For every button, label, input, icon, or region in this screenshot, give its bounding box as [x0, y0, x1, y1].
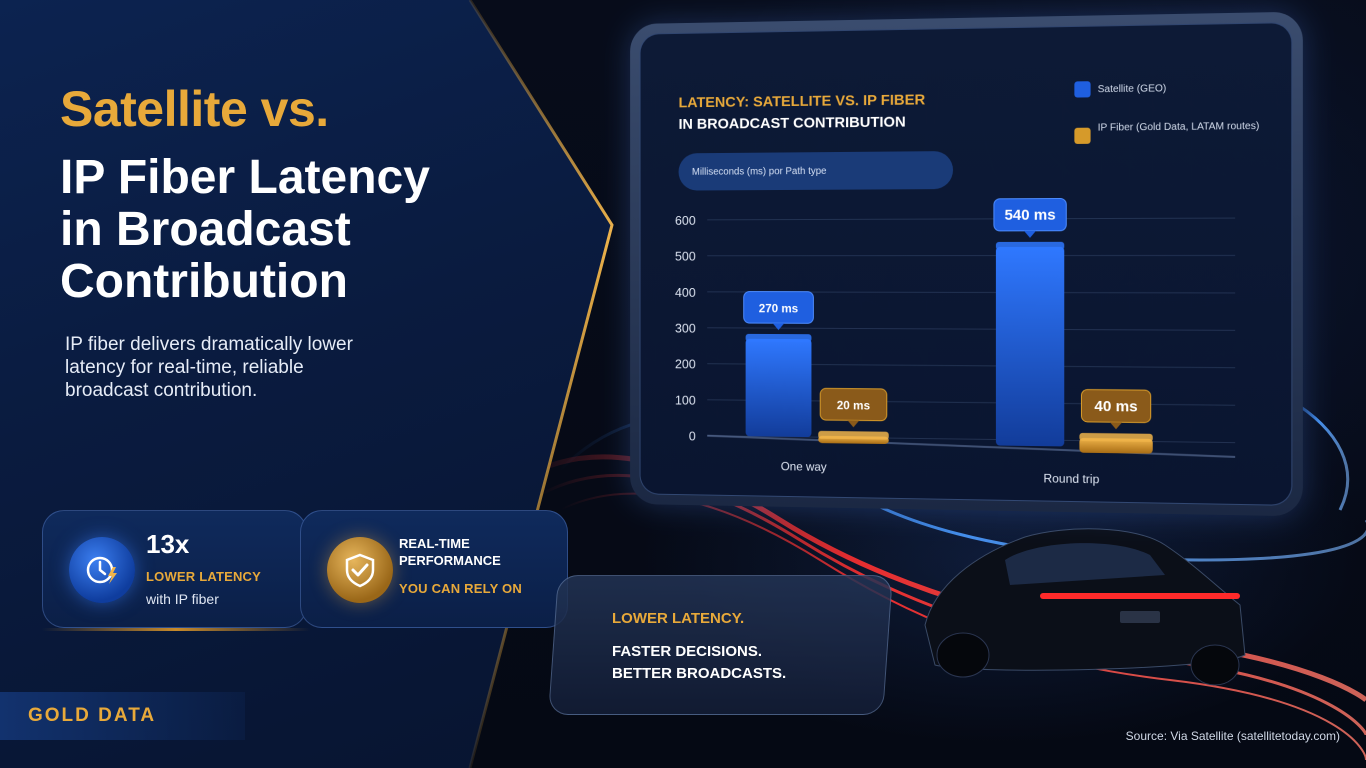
bar-top-face	[818, 431, 888, 440]
y-tick-label: 100	[675, 392, 696, 407]
hero-title-line: Contribution	[60, 256, 520, 308]
hero-title-line: IP Fiber Latency	[60, 152, 520, 204]
brand-bar: GOLD DATA	[0, 692, 245, 740]
y-tick-label: 200	[675, 356, 696, 371]
subtitle-line: broadcast contribution.	[65, 379, 445, 402]
x-category-label: One way	[781, 459, 827, 474]
bar-satellite	[746, 339, 812, 437]
bar-top-face	[996, 242, 1064, 250]
data-label-pointer	[848, 420, 860, 427]
y-tick-label: 500	[675, 249, 696, 264]
source-citation: Source: Via Satellite (satellitetoday.co…	[1126, 729, 1340, 743]
highlight-line: BETTER BROADCASTS.	[612, 663, 786, 685]
y-tick-label: 400	[675, 285, 696, 300]
data-label: 270 ms	[759, 301, 799, 315]
highlight-gold-text: LOWER LATENCY.	[612, 610, 744, 627]
hero-title-line: in Broadcast	[60, 204, 520, 256]
bar-satellite	[996, 247, 1064, 447]
highlight-line: FASTER DECISIONS.	[612, 641, 786, 663]
y-tick-label: 600	[675, 213, 696, 228]
stat-card-realtime: REAL-TIME PERFORMANCE YOU CAN RELY ON	[300, 510, 568, 628]
clock-lightning-icon	[69, 537, 135, 603]
hero-subtitle: IP fiber delivers dramatically lower lat…	[65, 333, 445, 402]
stat-gold-label: YOU CAN RELY ON	[399, 581, 522, 596]
bar-top-face	[1079, 433, 1152, 442]
stat-card-latency: 13x LOWER LATENCY with IP fiber	[42, 510, 307, 628]
bar-chart: 0 100 200 300 400 500 600 One way 270 ms 20 ms Rou…	[641, 23, 1293, 506]
brand-logo-text: GOLD DATA	[28, 705, 156, 727]
stat-title-line: PERFORMANCE	[399, 552, 501, 569]
subtitle-line: IP fiber delivers dramatically lower	[65, 333, 445, 356]
stat-title-line: REAL-TIME	[399, 535, 470, 552]
data-label-pointer	[1110, 422, 1122, 429]
data-label-pointer	[1024, 231, 1036, 238]
shield-check-icon	[327, 537, 393, 603]
data-label: 40 ms	[1094, 399, 1137, 416]
gridline	[707, 218, 1235, 220]
stat-gold-label: LOWER LATENCY	[146, 569, 261, 584]
car-illustration	[915, 515, 1255, 695]
hero-title-gold: Satellite vs.	[60, 80, 329, 138]
data-label: 540 ms	[1004, 207, 1055, 224]
data-label-pointer	[773, 323, 785, 330]
chart-screen: LATENCY: SATELLITE VS. IP FIBER IN BROAD…	[630, 12, 1303, 517]
y-tick-label: 300	[675, 321, 696, 336]
subtitle-line: latency for real-time, reliable	[65, 356, 445, 379]
bar-top-face	[746, 334, 812, 342]
gridline	[707, 328, 1235, 331]
y-tick-label: 0	[689, 428, 696, 443]
chart-panel: LATENCY: SATELLITE VS. IP FIBER IN BROAD…	[640, 22, 1293, 506]
stat-underline	[42, 628, 310, 631]
stat-multiplier: 13x	[146, 529, 189, 560]
data-label: 20 ms	[837, 398, 871, 412]
stat-caption: with IP fiber	[146, 591, 219, 607]
x-category-label: Round trip	[1043, 471, 1099, 486]
highlight-white-text: FASTER DECISIONS. BETTER BROADCASTS.	[612, 641, 786, 685]
hero-title-white: IP Fiber Latency in Broadcast Contributi…	[60, 152, 520, 308]
